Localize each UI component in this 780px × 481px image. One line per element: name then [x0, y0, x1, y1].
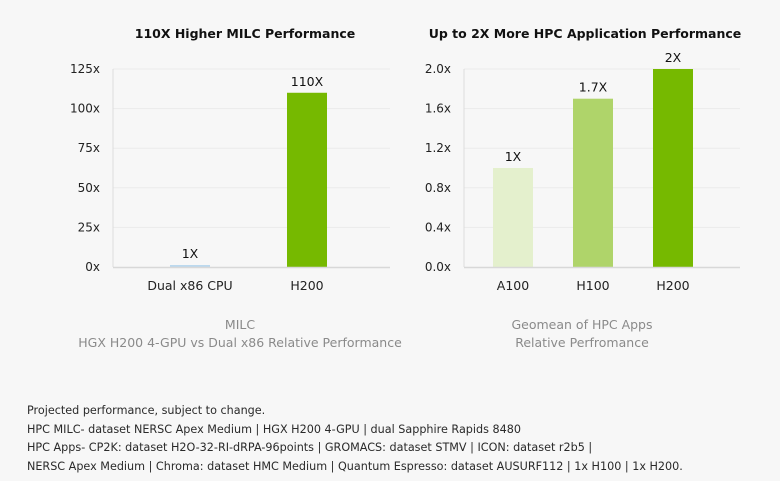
left-ytick-label: 100x: [70, 102, 100, 116]
right-ytick-label: 0.0x: [425, 260, 451, 274]
left-xlabel-line2: HGX H200 4-GPU vs Dual x86 Relative Perf…: [78, 335, 402, 350]
right-bar-h100: [573, 98, 613, 267]
right-ytick-label: 0.8x: [425, 181, 451, 195]
right-xlabel-line2: Relative Perfromance: [515, 335, 649, 350]
left-bar-h200: [287, 92, 327, 267]
right-data-label: 2X: [665, 50, 682, 65]
left-data-label: 1X: [182, 246, 199, 261]
left-category-label: H200: [290, 278, 323, 293]
left-xlabel-line1: MILC: [224, 317, 256, 332]
left-chart-title: 110X Higher MILC Performance: [134, 26, 356, 41]
left-ytick-label: 0x: [85, 260, 100, 274]
right-bar-h200: [653, 69, 693, 267]
left-category-label: Dual x86 CPU: [147, 278, 232, 293]
right-data-label: 1.7X: [579, 80, 608, 95]
right-bar-a100: [493, 168, 533, 267]
footnote-line: NERSC Apex Medium | Chroma: dataset HMC …: [27, 459, 683, 473]
right-category-label: H200: [656, 278, 689, 293]
right-category-label: A100: [497, 278, 529, 293]
right-ytick-label: 0.4x: [425, 220, 451, 234]
right-ytick-label: 1.2x: [425, 141, 451, 155]
right-chart-xlabel: Geomean of HPC Apps Relative Perfromance: [432, 316, 732, 352]
left-chart-xlabel: MILC HGX H200 4-GPU vs Dual x86 Relative…: [40, 316, 440, 352]
footnote-line: Projected performance, subject to change…: [27, 404, 266, 417]
right-ytick-label: 1.6x: [425, 102, 451, 116]
right-chart-title: Up to 2X More HPC Application Performanc…: [428, 26, 742, 41]
right-data-label: 1X: [505, 149, 522, 164]
left-ytick-label: 25x: [78, 220, 100, 234]
left-ytick-label: 75x: [78, 141, 100, 155]
footnotes: Projected performance, subject to change…: [27, 402, 683, 476]
left-data-label: 110X: [291, 74, 324, 89]
left-ytick-label: 50x: [78, 181, 100, 195]
right-ytick-label: 2.0x: [425, 62, 451, 76]
left-ytick-label: 125x: [70, 62, 100, 76]
right-category-label: H100: [576, 278, 609, 293]
left-bar-dual-x86-cpu: [170, 265, 210, 267]
right-xlabel-line1: Geomean of HPC Apps: [511, 317, 653, 332]
footnote-line: HPC Apps- CP2K: dataset H2O-32-RI-dRPA-9…: [27, 441, 593, 454]
footnote-line: HPC MILC- dataset NERSC Apex Medium | HG…: [27, 422, 521, 436]
